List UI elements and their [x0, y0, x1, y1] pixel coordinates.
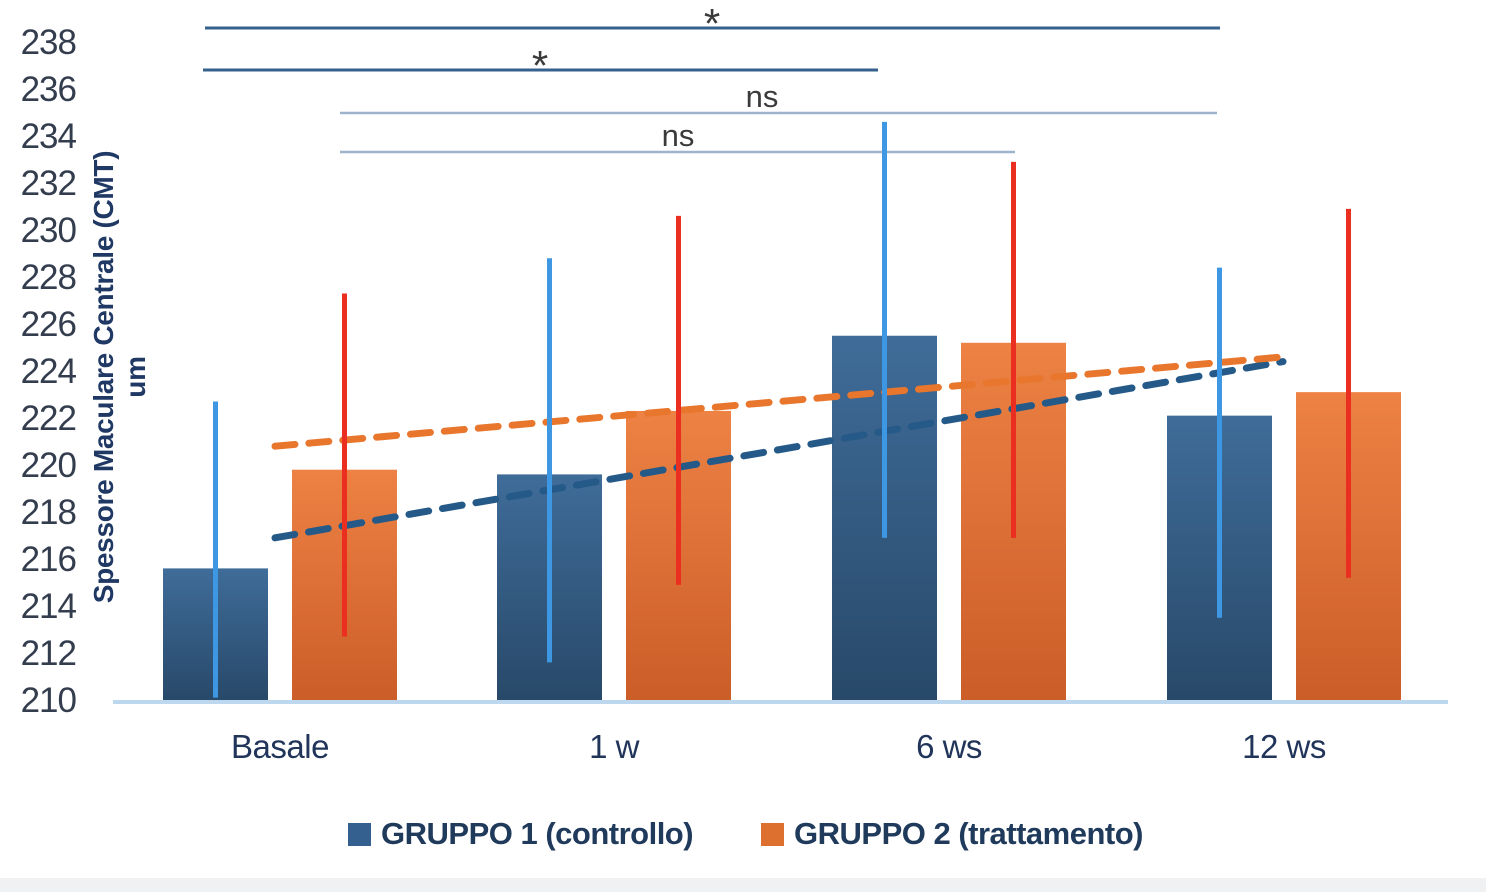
x-label-basale: Basale [231, 728, 329, 765]
sig-label-1: * [704, 0, 720, 47]
x-label-1-w: 1 w [589, 728, 640, 765]
legend-label-gruppo-2: GRUPPO 2 (trattamento) [794, 816, 1143, 851]
y-tick-234: 234 [21, 117, 77, 156]
x-label-12-ws: 12 ws [1242, 728, 1326, 765]
y-tick-212: 212 [21, 634, 76, 673]
sig-label-4: ns [662, 118, 695, 153]
trendline-gruppo-1 [271, 358, 1287, 542]
bottom-margin-strip [0, 878, 1486, 892]
y-axis-title: Spessore Maculare Centrale (CMT) um [88, 150, 151, 604]
sig-label-3: ns [746, 79, 779, 114]
legend-item-gruppo-1: GRUPPO 1 (controllo) [348, 816, 694, 852]
y-tick-214: 214 [21, 587, 77, 626]
y-tick-228: 228 [21, 258, 76, 297]
y-tick-230: 230 [21, 211, 77, 250]
x-label-6-ws: 6 ws [916, 728, 982, 765]
y-tick-220: 220 [21, 446, 77, 485]
y-tick-218: 218 [21, 493, 76, 532]
y-tick-224: 224 [21, 352, 77, 391]
legend-swatch-gruppo-1 [348, 822, 371, 846]
y-tick-216: 216 [21, 540, 76, 579]
y-tick-226: 226 [21, 305, 76, 344]
y-tick-210: 210 [21, 681, 77, 720]
sig-label-2: * [532, 42, 548, 89]
legend-swatch-gruppo-2 [761, 822, 784, 846]
y-tick-232: 232 [21, 164, 76, 203]
y-tick-236: 236 [21, 70, 76, 109]
legend-item-gruppo-2: GRUPPO 2 (trattamento) [761, 816, 1143, 852]
trendline-gruppo-2 [271, 353, 1287, 450]
y-tick-238: 238 [21, 23, 76, 62]
y-tick-222: 222 [21, 399, 76, 438]
legend: GRUPPO 1 (controllo) GRUPPO 2 (trattamen… [0, 816, 1486, 856]
legend-label-gruppo-1: GRUPPO 1 (controllo) [381, 816, 694, 851]
